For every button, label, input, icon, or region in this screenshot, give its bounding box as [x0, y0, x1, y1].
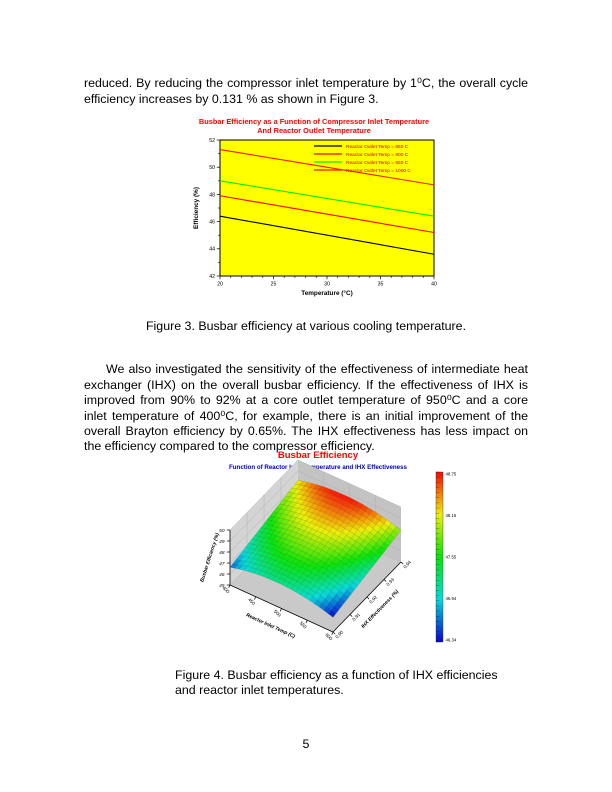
svg-text:450: 450 [247, 597, 256, 606]
svg-text:Reactor Outlet Temp = 900 C: Reactor Outlet Temp = 900 C [346, 152, 409, 158]
page-number: 5 [302, 737, 310, 751]
figure3-caption: Figure 3. Busbar efficiency at various c… [145, 319, 467, 333]
svg-text:52: 52 [209, 138, 215, 144]
svg-text:46: 46 [219, 572, 225, 578]
svg-text:50: 50 [209, 165, 215, 171]
svg-text:And Reactor Outlet Temperature: And Reactor Outlet Temperature [257, 126, 371, 135]
svg-text:48.15: 48.15 [446, 513, 457, 518]
svg-text:0.92: 0.92 [368, 594, 378, 604]
svg-text:45: 45 [219, 583, 225, 589]
svg-text:46.34: 46.34 [446, 638, 457, 643]
svg-text:40: 40 [431, 282, 437, 288]
svg-text:Reactor Outlet Temp = 1000 C: Reactor Outlet Temp = 1000 C [346, 168, 411, 174]
svg-text:Busbar Efficiency as a Functio: Busbar Efficiency as a Function of Compr… [199, 117, 429, 126]
svg-text:Temperature (°C): Temperature (°C) [301, 289, 352, 297]
figure3-line-chart: Busbar Efficiency as a Function of Compr… [186, 116, 438, 300]
figure4-caption-line2: and reactor inlet temperatures. [175, 683, 344, 698]
svg-text:0.94: 0.94 [402, 559, 412, 569]
figure4-caption-line1: Figure 4. Busbar efficiency as a functio… [175, 668, 498, 682]
svg-text:0.90: 0.90 [334, 629, 344, 639]
svg-text:44: 44 [209, 247, 215, 253]
svg-text:42: 42 [209, 274, 215, 280]
svg-text:49: 49 [219, 539, 225, 545]
svg-text:Reactor Outlet Temp = 950 C: Reactor Outlet Temp = 950 C [346, 160, 409, 166]
figure4-caption: Figure 4. Busbar efficiency as a functio… [175, 668, 520, 699]
svg-text:46.94: 46.94 [446, 596, 457, 601]
svg-text:550: 550 [299, 620, 308, 629]
svg-text:600: 600 [324, 632, 333, 641]
svg-text:50: 50 [219, 528, 225, 534]
body-paragraph-2: We also investigated the sensitivity of … [84, 362, 528, 454]
svg-text:Function of Reactor Inlet Temp: Function of Reactor Inlet Temperature an… [229, 464, 408, 471]
svg-text:20: 20 [217, 282, 223, 288]
svg-text:0.93: 0.93 [385, 577, 395, 587]
svg-text:Reactor Outlet Temp = 850 C: Reactor Outlet Temp = 850 C [346, 144, 409, 150]
svg-text:47: 47 [219, 561, 225, 567]
body-paragraph-1: reduced. By reducing the compressor inle… [84, 76, 528, 106]
svg-text:Busbar Efficiency (%): Busbar Efficiency (%) [199, 532, 221, 583]
figure4-surface-chart: Busbar Efficiency Function of Reactor Inl… [178, 447, 470, 661]
svg-text:Reactor Inlet Temp (C): Reactor Inlet Temp (C) [245, 612, 296, 640]
svg-text:0.91: 0.91 [351, 612, 361, 622]
svg-text:48: 48 [219, 550, 225, 556]
svg-text:35: 35 [378, 282, 384, 288]
svg-text:500: 500 [273, 609, 282, 618]
svg-text:46: 46 [209, 220, 215, 226]
svg-text:47.55: 47.55 [446, 555, 457, 560]
svg-text:48.75: 48.75 [446, 472, 457, 477]
svg-text:Busbar Efficiency: Busbar Efficiency [278, 450, 359, 461]
svg-text:25: 25 [271, 282, 277, 288]
svg-text:30: 30 [324, 282, 330, 288]
svg-text:400: 400 [221, 585, 230, 594]
svg-text:48: 48 [209, 192, 215, 198]
svg-text:Efficiency (%): Efficiency (%) [193, 187, 200, 229]
